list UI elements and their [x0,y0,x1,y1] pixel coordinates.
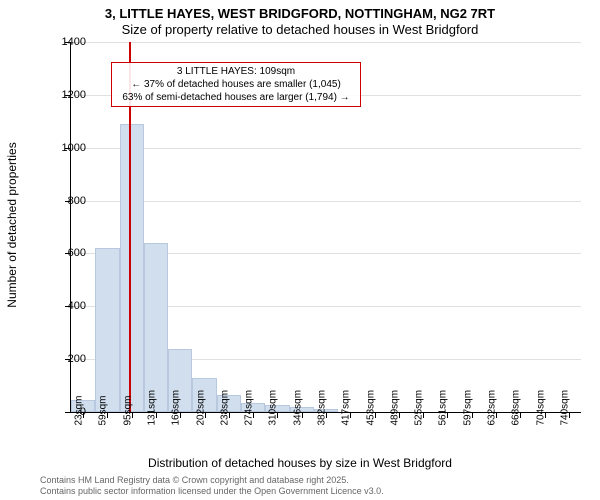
y-tick-label: 1200 [62,89,86,101]
y-tick-label: 600 [68,247,86,259]
y-tick-label: 800 [68,195,86,207]
y-axis-title: Number of detached properties [5,142,19,307]
histogram-bar [120,124,144,412]
chart-footer: Contains HM Land Registry data © Crown c… [40,475,384,498]
y-tick [65,412,71,413]
gridline [71,42,581,43]
y-tick-label: 200 [68,353,86,365]
marker-annotation: 3 LITTLE HAYES: 109sqm ← 37% of detached… [111,62,361,107]
annotation-line1: 3 LITTLE HAYES: 109sqm [116,65,356,78]
annotation-line2: ← 37% of detached houses are smaller (1,… [116,78,356,91]
y-tick-label: 400 [68,300,86,312]
chart-title-line2: Size of property relative to detached ho… [0,22,600,37]
histogram-bar [144,243,168,412]
gridline [71,201,581,202]
chart-title-line1: 3, LITTLE HAYES, WEST BRIDGFORD, NOTTING… [0,6,600,21]
y-tick-label: 1000 [62,142,86,154]
property-size-chart: 3, LITTLE HAYES, WEST BRIDGFORD, NOTTING… [0,0,600,500]
x-axis-title: Distribution of detached houses by size … [0,456,600,470]
y-tick-label: 1400 [62,36,86,48]
annotation-line3: 63% of semi-detached houses are larger (… [116,91,356,104]
footer-line2: Contains public sector information licen… [40,486,384,498]
gridline [71,148,581,149]
footer-line1: Contains HM Land Registry data © Crown c… [40,475,384,487]
plot-area: 3 LITTLE HAYES: 109sqm ← 37% of detached… [70,42,581,413]
histogram-bar [95,248,119,412]
